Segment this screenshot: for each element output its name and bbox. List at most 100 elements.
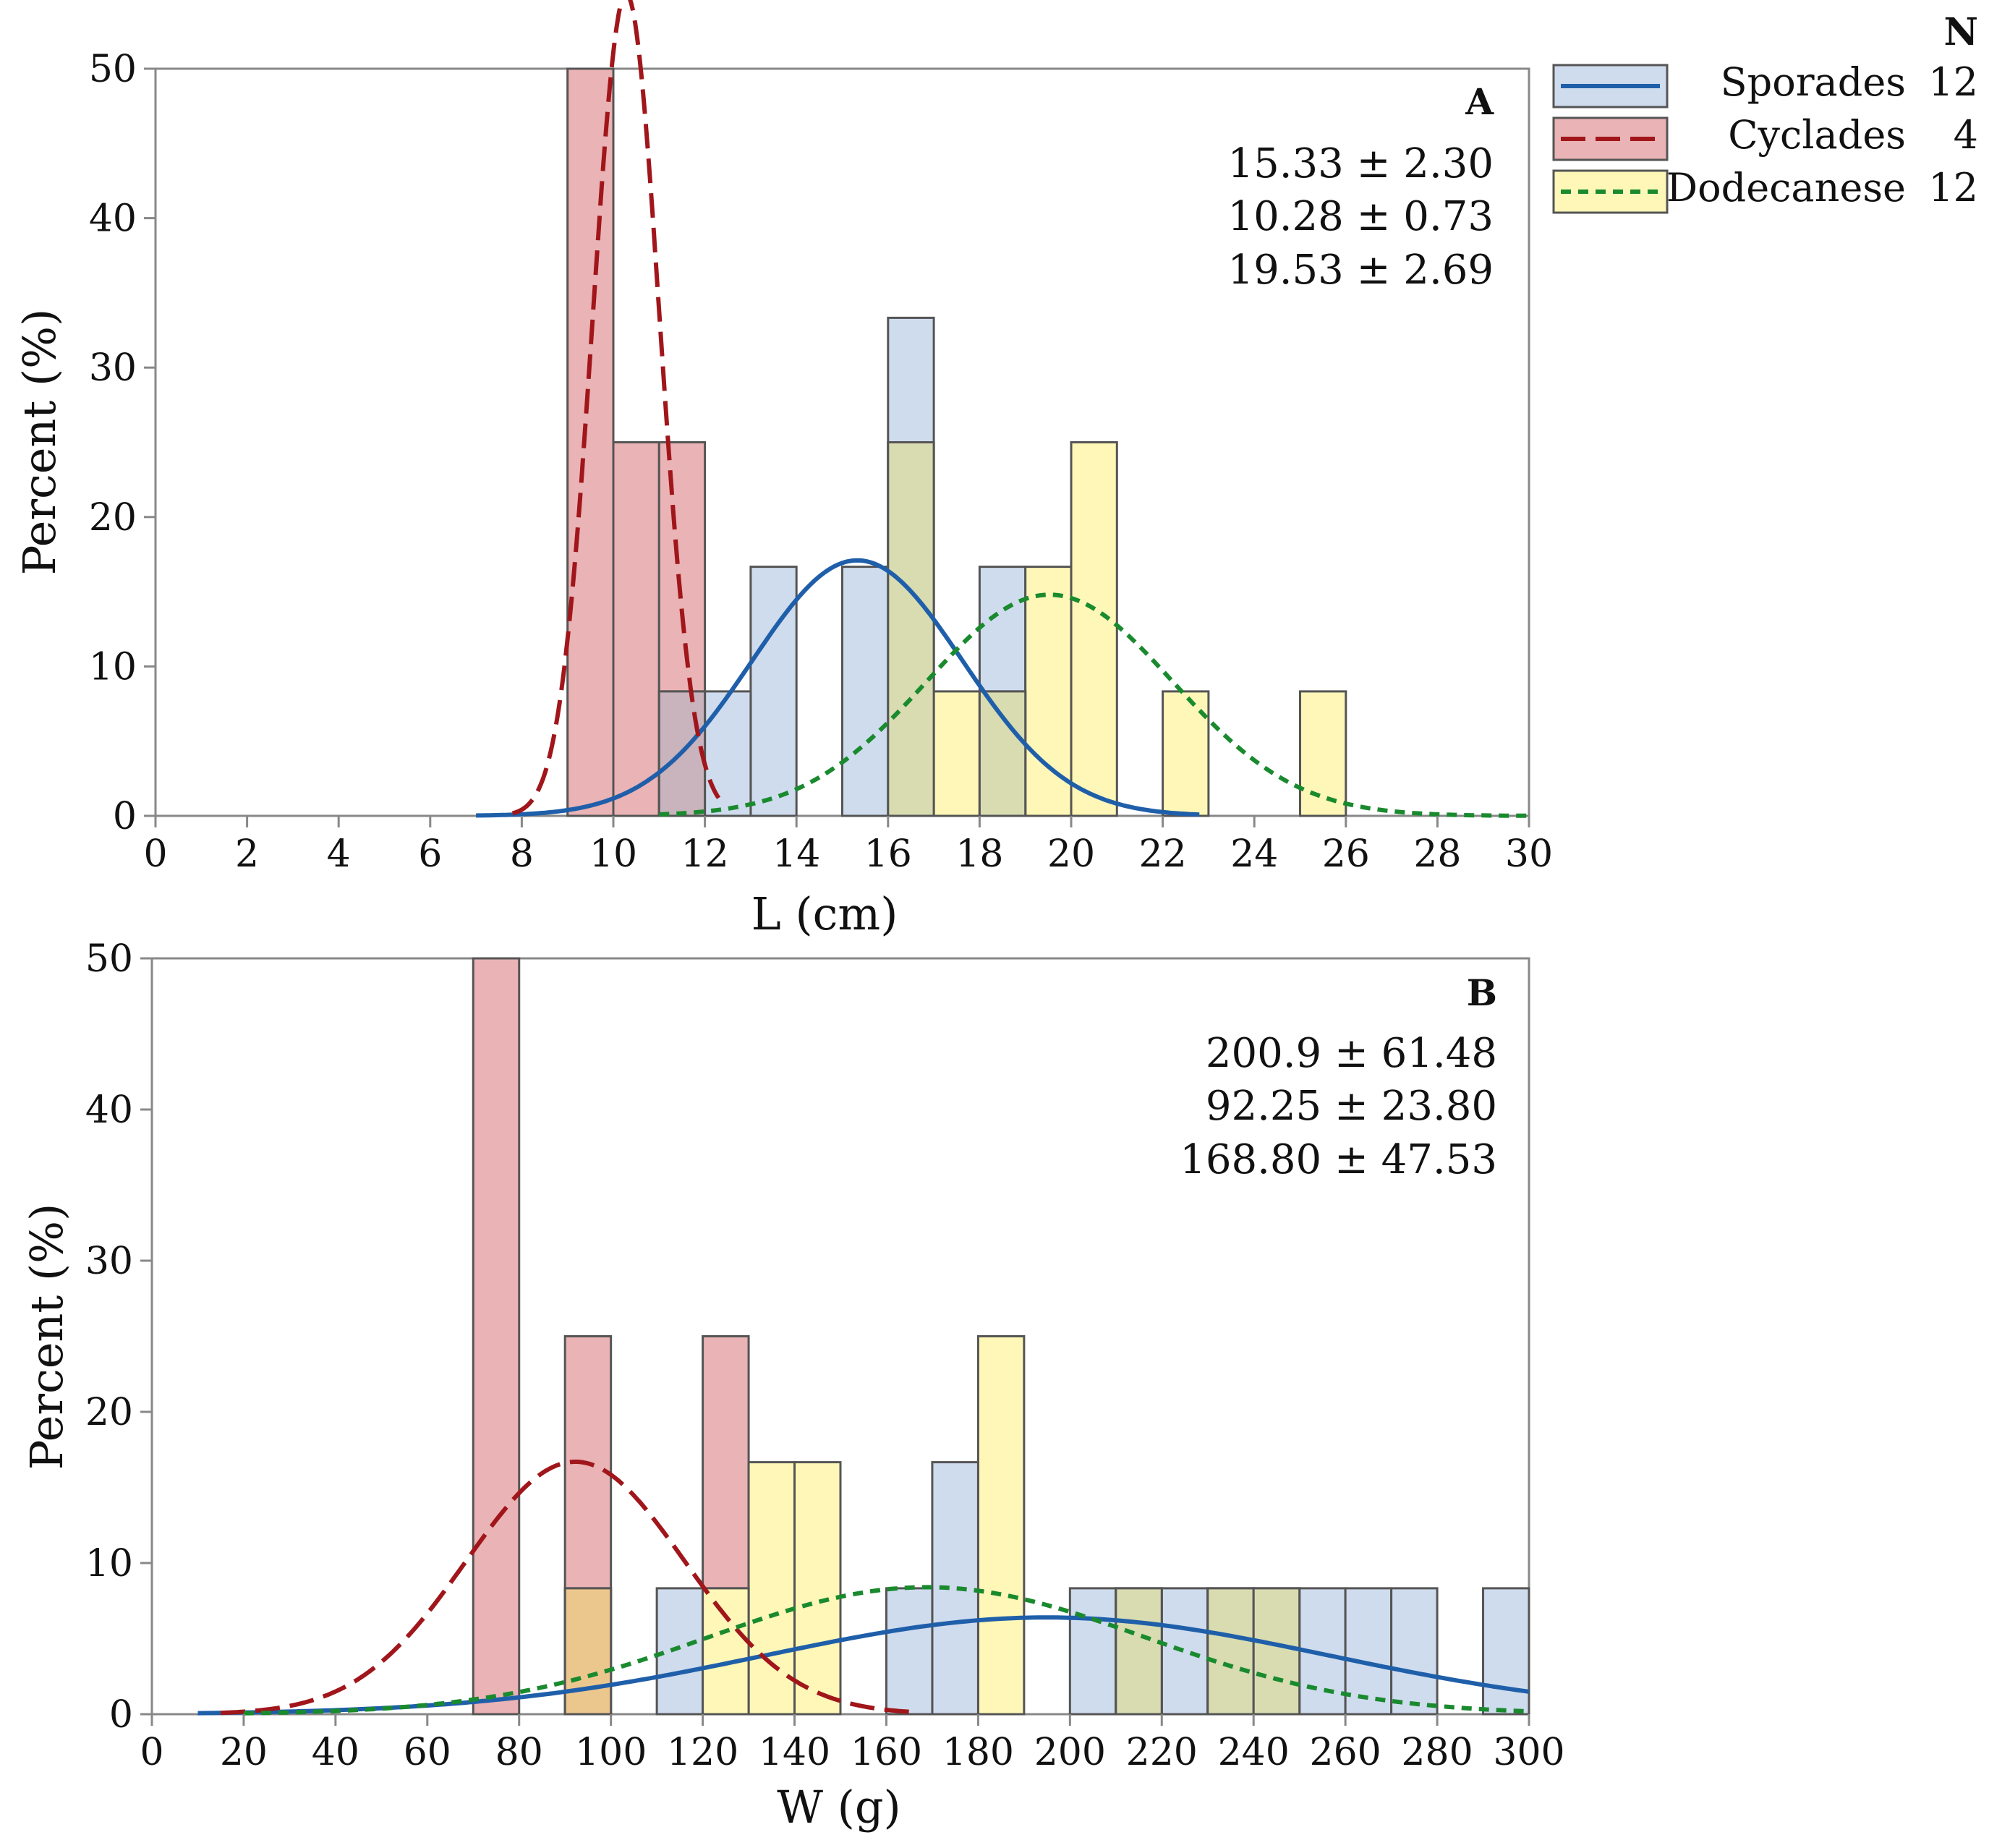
bar-b-sporades-160	[885, 1587, 934, 1716]
legend-header: N	[1943, 10, 1978, 54]
fit-curve-b-dodecanese	[243, 1585, 1530, 1716]
bar-b-sporades-290	[1482, 1587, 1530, 1716]
y-tick-label-a-0: 0	[113, 795, 137, 838]
x-tick-label-a-26: 26	[1322, 833, 1370, 876]
curves-a	[476, 0, 1529, 818]
y-tick-label-a-50: 50	[89, 48, 137, 91]
x-tick-label-b-280: 280	[1401, 1731, 1473, 1774]
y-tick-label-a-10: 10	[89, 645, 137, 689]
x-tick-label-a-24: 24	[1230, 833, 1278, 876]
x-tick-label-b-40: 40	[312, 1731, 359, 1774]
x-tick-label-a-28: 28	[1413, 833, 1461, 876]
bar-b-sporades-200	[1068, 1587, 1117, 1716]
y-tick-label-b-30: 30	[85, 1240, 133, 1283]
x-tick-label-a-10: 10	[589, 833, 637, 876]
stat-a-sporades: 15.33 ± 2.30	[1227, 140, 1494, 187]
legend-count-cyclades: 4	[1954, 112, 1978, 158]
legend: N Sporades 12 Cyclades 4 Dodecanese 12	[1552, 10, 1978, 214]
stat-a-cyclades: 10.28 ± 0.73	[1227, 193, 1494, 240]
x-tick-label-b-60: 60	[404, 1731, 451, 1774]
bar-overlap-a-18	[978, 690, 1027, 817]
y-tick-label-b-0: 0	[109, 1693, 133, 1737]
legend-label-cyclades: Cyclades	[1728, 112, 1906, 158]
x-tick-label-b-80: 80	[495, 1731, 543, 1774]
bar-b-sporades-220	[1160, 1587, 1209, 1716]
panel-b: 0 20 40 60 80 100 120 140 160 180 200 220 240 260 280 3…	[20, 937, 1565, 1834]
legend-label-dodecanese: Dodecanese	[1666, 165, 1906, 210]
y-tick-label-b-40: 40	[85, 1089, 133, 1132]
fit-curve-a-sporades	[476, 558, 1200, 818]
bar-b-sporades-170	[931, 1461, 979, 1716]
x-tick-label-a-8: 8	[510, 833, 534, 876]
x-tick-label-a-0: 0	[143, 833, 167, 876]
x-tick-label-a-30: 30	[1505, 833, 1553, 876]
bar-a-dodecanese-25	[1299, 690, 1347, 817]
bar-b-sporades-110	[655, 1587, 704, 1716]
x-tick-label-b-220: 220	[1126, 1731, 1198, 1774]
x-tick-label-a-6: 6	[418, 833, 442, 876]
y-axis-label-b: Percent (%)	[20, 1204, 73, 1470]
x-axis-label-b: W (g)	[777, 1781, 901, 1834]
legend-label-sporades: Sporades	[1721, 59, 1906, 105]
bar-overlap-b-230	[1206, 1587, 1255, 1716]
panel-label-a: A	[1465, 80, 1494, 123]
bar-a-sporades-15	[841, 566, 890, 817]
bar-b-sporades-270	[1390, 1587, 1439, 1716]
x-tick-label-b-260: 260	[1310, 1731, 1381, 1774]
panel-label-b: B	[1467, 971, 1497, 1014]
x-tick-label-b-240: 240	[1218, 1731, 1290, 1774]
x-tick-label-b-0: 0	[140, 1731, 163, 1774]
bar-a-cyclades-10	[612, 441, 660, 817]
x-tick-label-a-12: 12	[681, 833, 729, 876]
x-tick-label-a-20: 20	[1047, 833, 1095, 876]
y-tick-label-a-40: 40	[89, 197, 137, 241]
bars-a	[566, 67, 1347, 817]
bar-b-dodecanese-140	[793, 1461, 842, 1716]
x-tick-label-a-18: 18	[955, 833, 1003, 876]
stat-b-sporades: 200.9 ± 61.48	[1206, 1030, 1497, 1077]
legend-count-dodecanese: 12	[1928, 165, 1978, 210]
x-axis-label-a: L (cm)	[751, 887, 898, 940]
stat-b-cyclades: 92.25 ± 23.80	[1206, 1083, 1497, 1130]
x-tick-label-b-140: 140	[759, 1731, 830, 1774]
x-tick-label-a-22: 22	[1139, 833, 1187, 876]
y-axis-label-a: Percent (%)	[13, 309, 66, 576]
bar-overlap-b-240	[1252, 1587, 1301, 1716]
bar-a-cyclades-9	[566, 67, 615, 817]
x-tick-label-b-120: 120	[667, 1731, 738, 1774]
bar-b-dodecanese-180	[976, 1335, 1026, 1716]
x-tick-label-a-14: 14	[772, 833, 820, 876]
x-tick-label-a-2: 2	[235, 833, 259, 876]
curves-b	[197, 1460, 1530, 1716]
bar-a-dodecanese-20	[1070, 441, 1118, 817]
x-tick-label-a-16: 16	[864, 833, 912, 876]
legend-count-sporades: 12	[1928, 59, 1978, 105]
y-tick-label-a-20: 20	[89, 496, 137, 540]
fit-curve-b-cyclades	[221, 1460, 910, 1716]
x-tick-label-b-180: 180	[942, 1731, 1014, 1774]
x-tick-label-b-20: 20	[220, 1731, 268, 1774]
bar-a-sporades-12	[704, 690, 752, 817]
y-tick-label-b-20: 20	[85, 1391, 133, 1434]
bar-b-cyclades-70	[472, 957, 521, 1716]
bars-b	[472, 957, 1530, 1716]
bar-overlap-a-16	[887, 441, 935, 817]
bar-overlap-b-210	[1115, 1587, 1163, 1716]
x-tick-label-b-160: 160	[851, 1731, 922, 1774]
fit-curve-a-dodecanese	[659, 592, 1529, 818]
bar-b-sporades-260	[1344, 1587, 1393, 1716]
bar-overlap-b-90	[563, 1587, 613, 1716]
y-tick-label-b-50: 50	[85, 937, 133, 981]
y-tick-label-b-10: 10	[85, 1542, 133, 1585]
stat-a-dodecanese: 19.53 ± 2.69	[1227, 247, 1494, 294]
y-tick-label-a-30: 30	[89, 346, 137, 390]
x-tick-label-b-300: 300	[1493, 1731, 1564, 1774]
ticks-b: 0 20 40 60 80 100 120 140 160 180 200 220 240 260 280 3…	[85, 937, 1565, 1774]
x-tick-label-b-100: 100	[575, 1731, 647, 1774]
bar-a-sporades-13	[749, 566, 798, 817]
bar-a-dodecanese-19	[1024, 566, 1073, 817]
bar-b-dodecanese-120	[702, 1587, 750, 1716]
